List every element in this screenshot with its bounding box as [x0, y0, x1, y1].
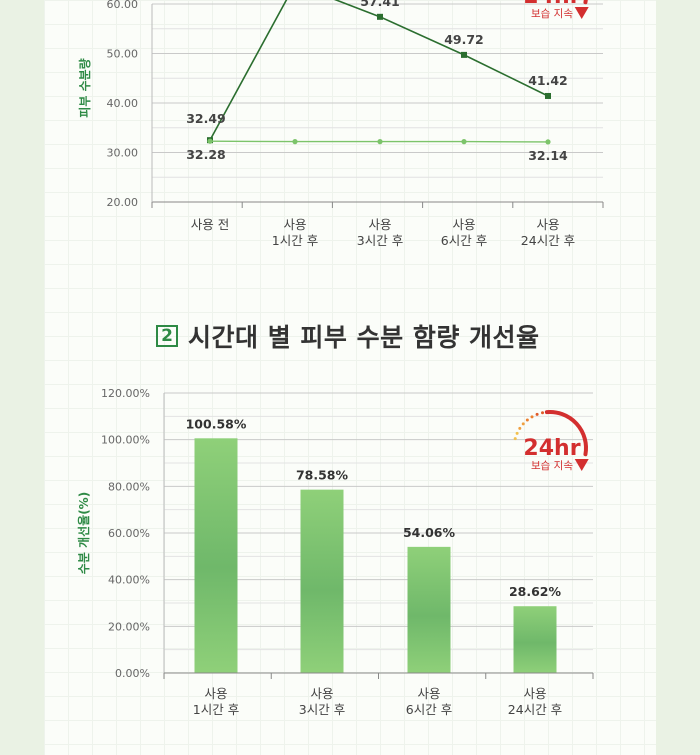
y-axis-title: 수분 개선율(%) [76, 492, 91, 574]
data-label: 32.49 [186, 111, 226, 126]
data-point [377, 139, 383, 145]
bar [194, 438, 238, 673]
badge-arrowhead [574, 459, 589, 472]
data-point [461, 51, 467, 58]
x-tick-label: 3시간 후 [357, 233, 403, 248]
x-tick-label: 6시간 후 [441, 233, 487, 248]
badge-arc-dot [541, 411, 545, 415]
x-tick-label: 24시간 후 [508, 702, 562, 717]
data-label: 41.42 [528, 73, 568, 88]
y-axis-title: 피부 수분량 [77, 58, 92, 117]
badge-arc-dot [515, 431, 519, 435]
y-tick-label: 60.00 [107, 0, 139, 11]
y-tick-label: 120.00% [101, 387, 150, 400]
data-point [545, 139, 551, 145]
badge-arc-dot [535, 412, 539, 416]
y-tick-label: 60.00% [108, 527, 150, 540]
data-point [377, 13, 383, 20]
y-tick-label: 20.00% [108, 620, 150, 633]
content-panel [44, 0, 656, 755]
bar-chart: 0.00% 20.00% 40.00% 60.00% 80.00% 100.00% 120.… [76, 387, 594, 717]
badge-big-text: 24hr [523, 436, 580, 461]
badge-arc-dot [513, 437, 517, 441]
badge-arc-dot [521, 422, 525, 426]
bar [513, 606, 557, 673]
series-line [209, 0, 549, 141]
y-tick-label: 100.00% [101, 434, 150, 447]
x-tick-label: 1시간 후 [193, 702, 239, 717]
y-tick-label: 50.00 [107, 48, 139, 61]
x-tick-label: 3시간 후 [299, 702, 345, 717]
section-title-text: 시간대 별 피부 수분 함량 개선율 [188, 323, 540, 352]
bar [407, 546, 451, 673]
data-label: 32.14 [528, 148, 568, 163]
badge-arc-dot [530, 415, 534, 419]
y-tick-label: 0.00% [115, 667, 150, 680]
data-point [545, 92, 551, 99]
x-tick-label: 사용 [368, 217, 391, 232]
x-tick-label: 사용 [417, 686, 440, 701]
x-tick-label: 사용 [536, 217, 559, 232]
badge-arc-dot [525, 418, 529, 422]
data-label: 32.28 [186, 147, 226, 162]
y-tick-label: 20.00 [107, 196, 139, 209]
section-2-title: 2 시간대 별 피부 수분 함량 개선율 [156, 318, 540, 354]
x-tick-label: 사용 [283, 217, 306, 232]
badge-arc [544, 410, 588, 457]
data-label: 49.72 [444, 32, 484, 47]
data-point [207, 138, 213, 144]
x-tick-label: 24시간 후 [521, 233, 575, 248]
section-number-badge: 2 [156, 325, 178, 347]
x-tick-label: 사용 전 [191, 217, 229, 232]
data-label: 78.58% [296, 468, 349, 483]
data-point [461, 139, 467, 145]
data-label: 57.41 [360, 0, 400, 9]
y-tick-label: 30.00 [107, 147, 139, 160]
x-tick-label: 사용 [452, 217, 475, 232]
x-tick-label: 1시간 후 [272, 233, 318, 248]
y-tick-label: 80.00% [108, 480, 150, 493]
badge-big-text: 24hr [523, 0, 580, 9]
badge-small-text: 보습 지속 [531, 8, 573, 20]
x-tick-label: 사용 [204, 686, 227, 701]
badge-small-text: 보습 지속 [531, 460, 573, 472]
data-label: 100.58% [186, 416, 247, 431]
x-tick-label: 사용 [523, 686, 546, 701]
x-tick-label: 사용 [310, 686, 333, 701]
badge-arc-dot [518, 426, 522, 430]
bar [300, 489, 344, 673]
x-tick-label: 6시간 후 [406, 702, 452, 717]
y-tick-label: 40.00% [108, 574, 150, 587]
badge-arrowhead [574, 7, 589, 20]
data-label: 54.06% [403, 525, 456, 540]
data-label: 28.62% [509, 584, 562, 599]
y-tick-label: 40.00 [107, 97, 139, 110]
data-point [292, 139, 298, 145]
